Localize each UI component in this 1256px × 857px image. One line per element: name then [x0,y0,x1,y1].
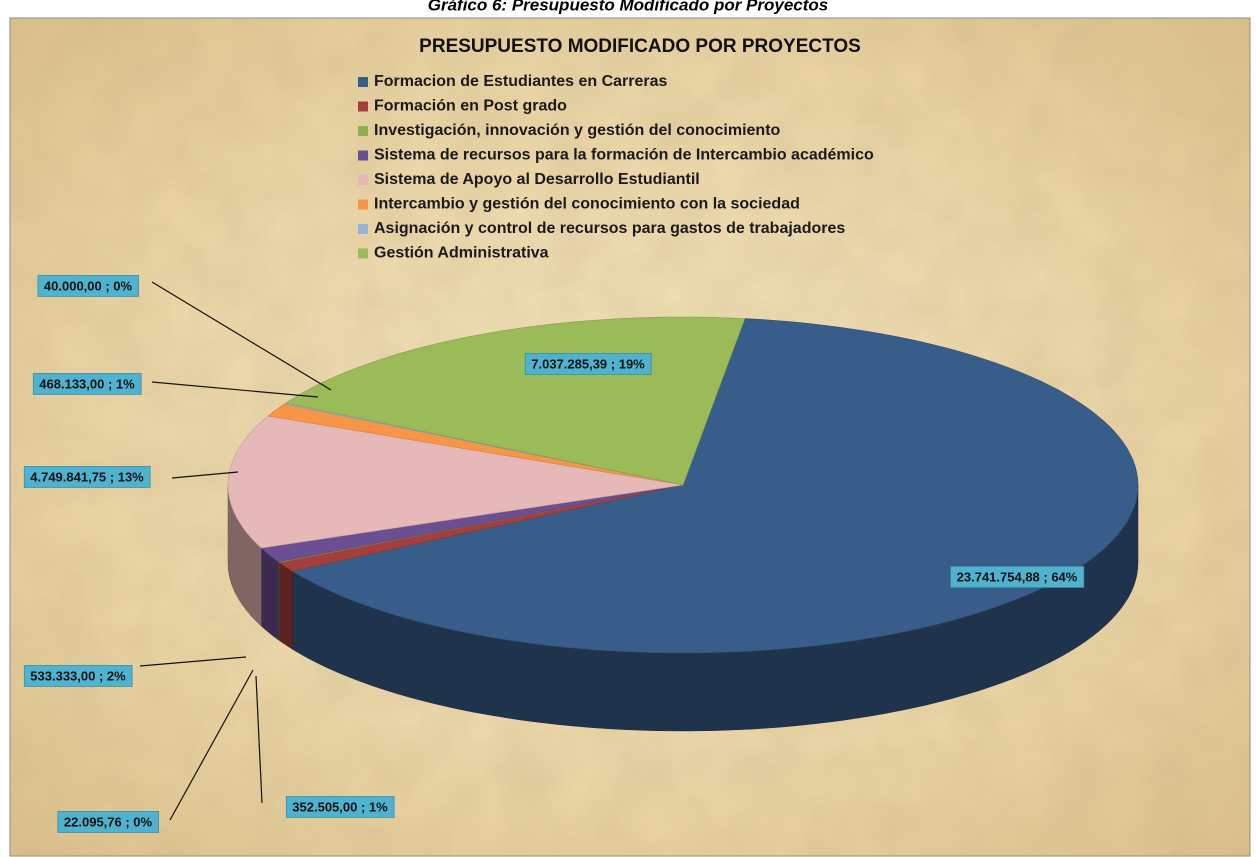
chart-title: PRESUPUESTO MODIFICADO POR PROYECTOS [419,36,861,57]
legend-swatch [358,126,368,136]
pie-tops [227,316,1139,654]
leader-line [151,281,332,391]
legend-swatch [358,77,368,87]
legend-swatch [358,101,368,112]
legend-swatch [358,248,368,259]
data-label-group: 352.505,00 ; 1% [285,796,395,818]
data-label: 4.749.841,75 ; 13% [30,469,144,484]
data-label-box [37,275,139,297]
data-label-box [524,353,652,375]
leader-line [151,381,319,398]
data-label: 352.505,00 ; 1% [292,799,388,814]
data-label: 468.133,00 ; 1% [39,376,135,391]
legend-label: Intercambio y gestión del conocimiento c… [374,196,800,213]
legend-label: Gestión Administrativa [374,245,549,262]
data-label-group: 4.749.841,75 ; 13% [23,466,151,488]
data-label: 23.741.754,88 ; 64% [957,569,1078,584]
data-label: 533.333,00 ; 2% [30,668,126,683]
data-label-box [950,566,1085,588]
legend-label: Formación en Post grado [374,98,567,115]
slice-side [260,547,279,641]
data-label-group: 23.741.754,88 ; 64% [950,566,1085,588]
data-label-box [57,811,159,833]
slice-side [278,561,293,650]
legend-swatch [358,199,368,210]
legend-label: Formacion de Estudiantes en Carreras [374,73,668,90]
data-label-box [285,796,395,818]
data-label-box [32,373,142,395]
legend-label: Sistema de Apoyo al Desarrollo Estudiant… [374,171,700,188]
data-label-group: 7.037.285,39 ; 19% [524,353,652,375]
legend-swatch [358,224,368,234]
data-label-group: 533.333,00 ; 2% [23,665,133,687]
caption: Gráfico 6: Presupuesto Modificado por Pr… [428,0,829,14]
leader-line [255,675,263,804]
data-label-group: 468.133,00 ; 1% [32,373,142,395]
leader-line [169,669,254,821]
legend-label: Sistema de recursos para la formación de… [374,147,874,164]
data-label: 22.095,76 ; 0% [64,814,153,829]
legend-label: Investigación, innovación y gestión del … [374,122,781,139]
data-label: 40.000,00 ; 0% [44,278,133,293]
pie-sides [227,484,1139,732]
leader-line [171,471,239,479]
legend-swatch [358,150,368,161]
legend-swatch [358,175,368,185]
slice [227,415,684,549]
leader-line [139,656,247,667]
data-label-box [23,665,133,687]
data-label: 7.037.285,39 ; 19% [531,356,645,371]
legend-label: Asignación y control de recursos para ga… [374,220,845,237]
data-label-group: 40.000,00 ; 0% [37,275,139,297]
data-label-group: 22.095,76 ; 0% [57,811,159,833]
data-label-box [23,466,151,488]
